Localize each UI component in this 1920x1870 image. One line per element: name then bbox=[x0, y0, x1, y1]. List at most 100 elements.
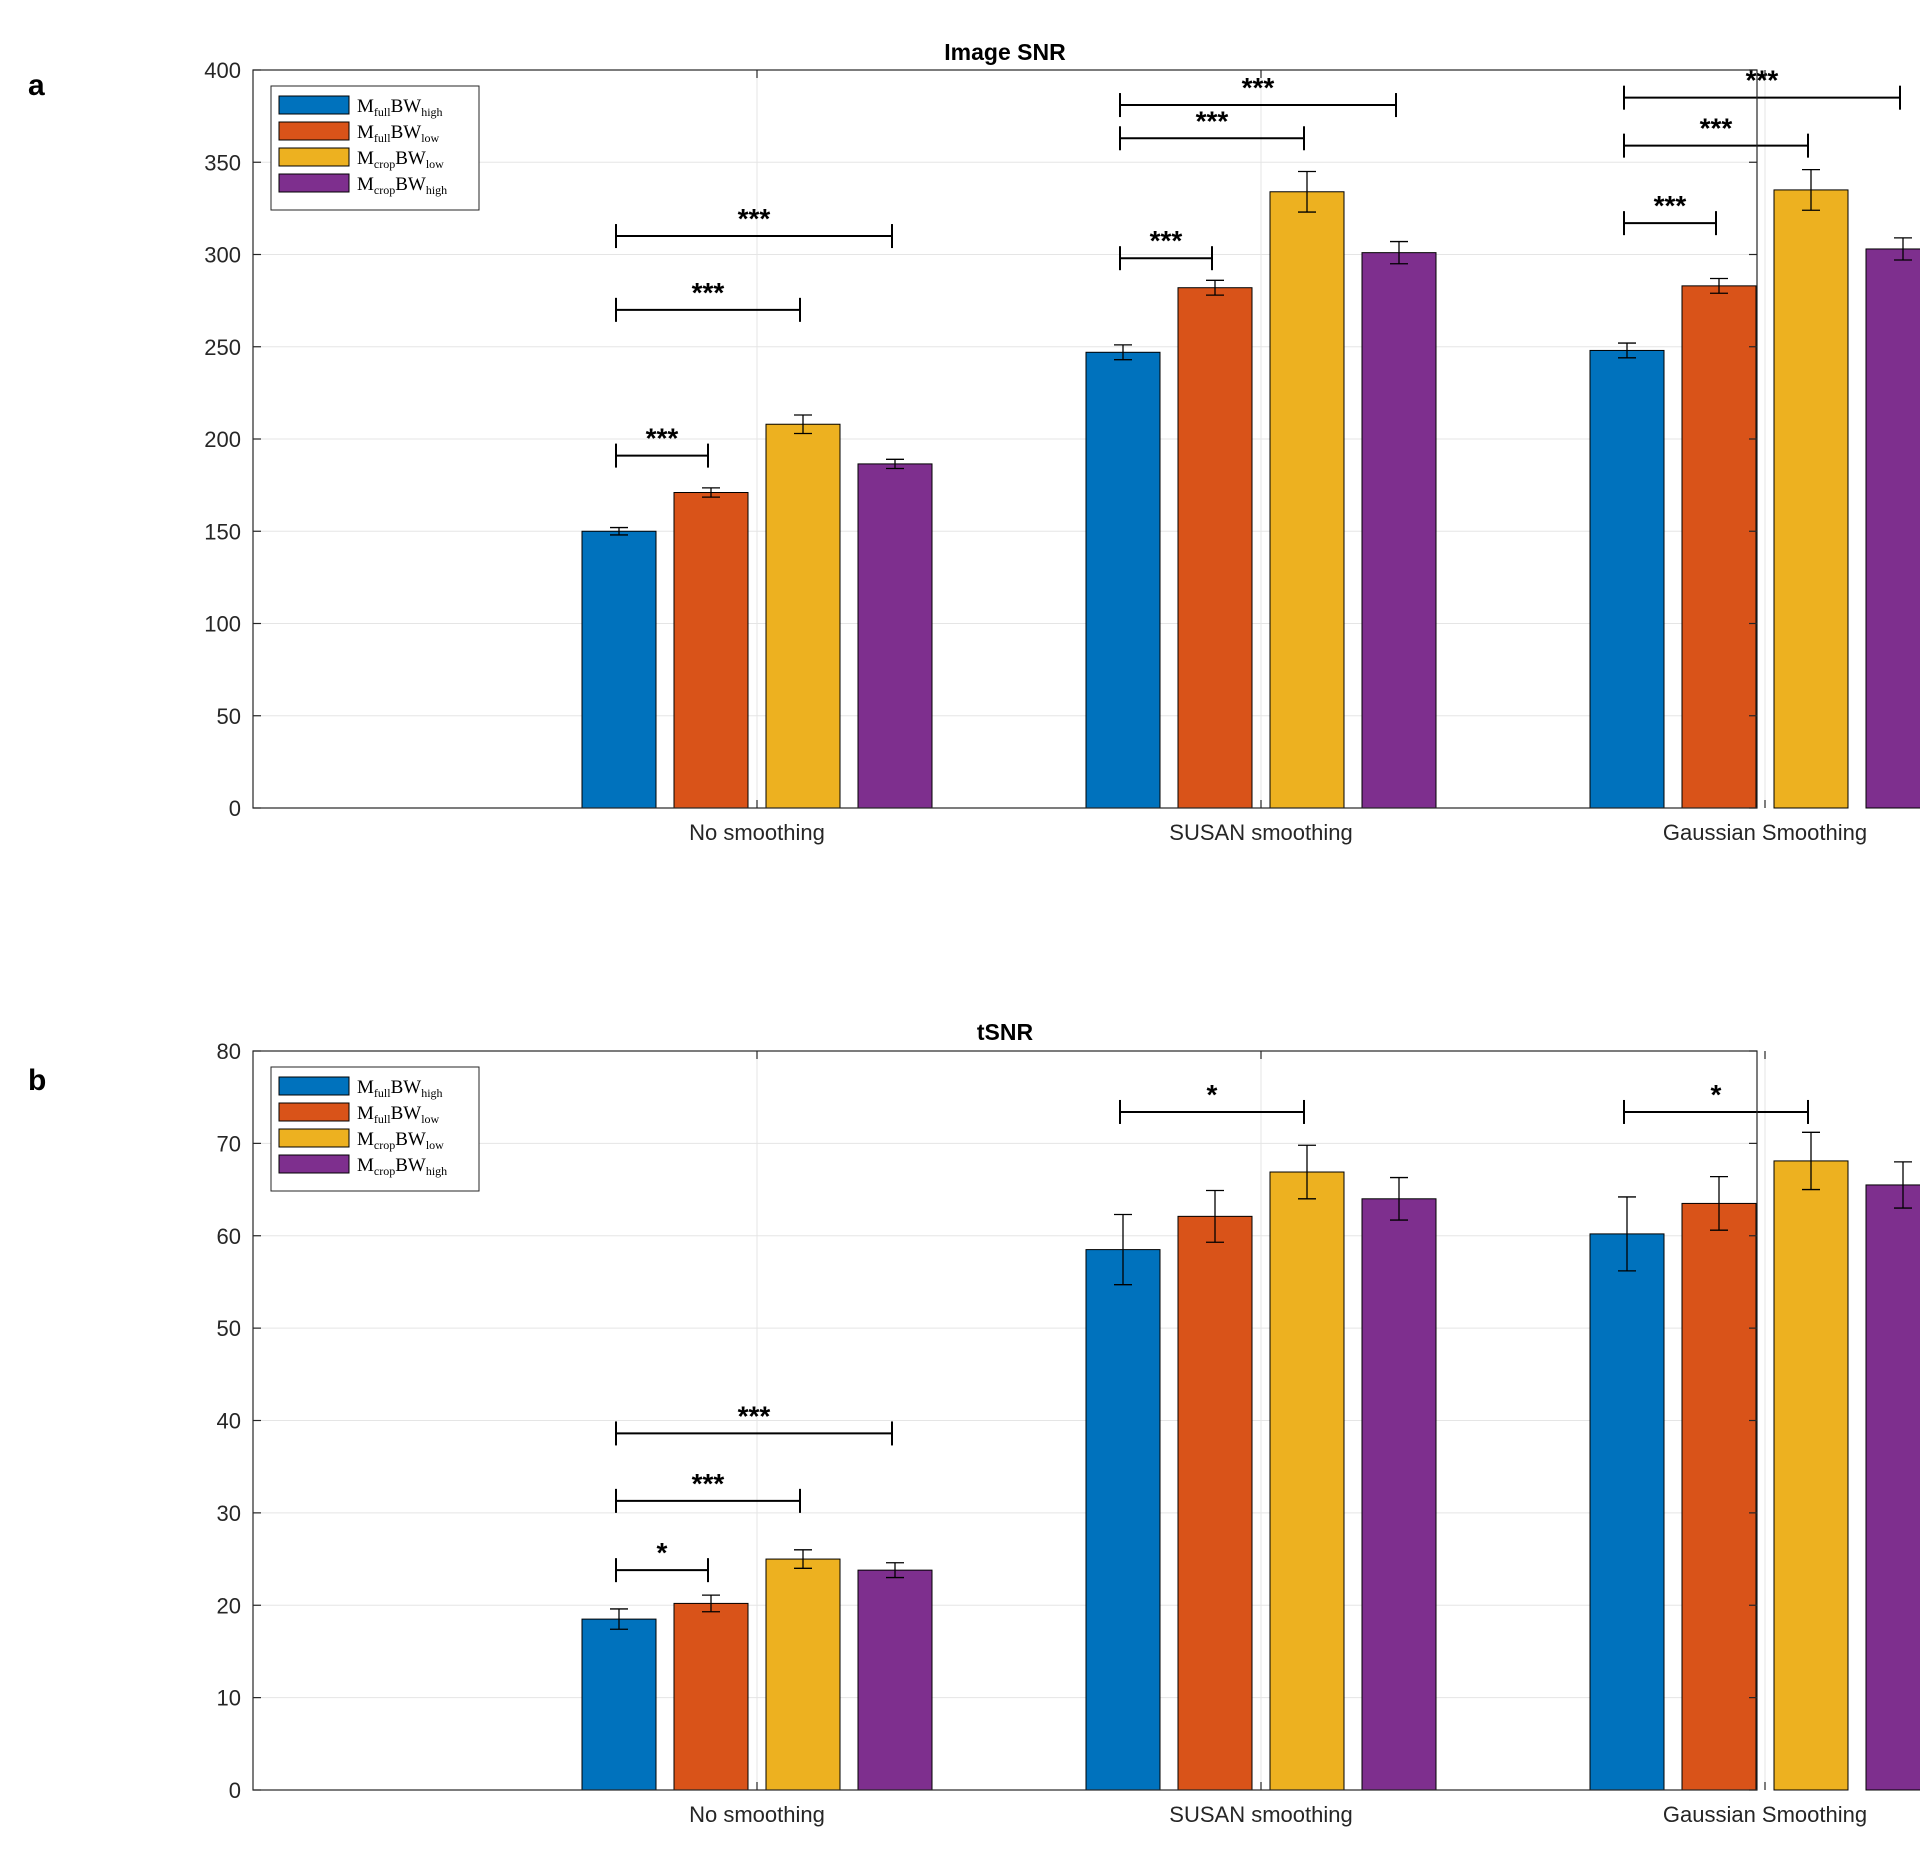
chart-title: tSNR bbox=[977, 1019, 1034, 1045]
error-bar bbox=[1618, 1196, 1636, 1272]
significance-bracket: *** bbox=[1623, 65, 1901, 110]
significance-bracket: *** bbox=[615, 1400, 893, 1446]
significance-brackets: *** *** *** *** *** *** *** *** *** bbox=[615, 65, 1901, 468]
legend-item: MfullBWlow bbox=[278, 1102, 440, 1126]
y-tick-label: 30 bbox=[217, 1501, 241, 1526]
x-tick-label: No smoothing bbox=[689, 820, 825, 845]
bar bbox=[1361, 252, 1437, 809]
y-tick-label: 60 bbox=[217, 1224, 241, 1249]
error-bar bbox=[1298, 1144, 1316, 1200]
error-bars bbox=[610, 1131, 1912, 1630]
significance-bracket: *** bbox=[615, 423, 709, 468]
y-tick-label: 200 bbox=[204, 427, 241, 452]
significance-label: *** bbox=[692, 1468, 725, 1499]
significance-bracket: * bbox=[1119, 1079, 1305, 1124]
y-tick-label: 70 bbox=[217, 1131, 241, 1156]
bar bbox=[1361, 1198, 1437, 1791]
bars bbox=[581, 189, 1920, 809]
error-bar bbox=[610, 1608, 628, 1630]
significance-label: *** bbox=[1196, 105, 1229, 136]
legend-label: MfullBWhigh bbox=[357, 1077, 443, 1100]
legend-swatch bbox=[278, 147, 350, 167]
y-tick-label: 50 bbox=[217, 1316, 241, 1341]
bar bbox=[1681, 285, 1757, 809]
error-bar bbox=[1802, 168, 1820, 211]
significance-bracket: *** bbox=[615, 1468, 801, 1513]
legend-label: McropBWlow bbox=[357, 1129, 444, 1152]
bar bbox=[1085, 1249, 1161, 1791]
significance-label: *** bbox=[738, 203, 771, 234]
legend-swatch bbox=[278, 173, 350, 193]
error-bar bbox=[1802, 1131, 1820, 1191]
legend-swatch bbox=[278, 1102, 350, 1122]
y-tick-label: 300 bbox=[204, 243, 241, 268]
y-tick-label: 0 bbox=[229, 1778, 241, 1803]
error-bar bbox=[886, 1562, 904, 1579]
error-bar bbox=[1390, 1176, 1408, 1221]
bar bbox=[1269, 1171, 1345, 1791]
significance-bracket: * bbox=[615, 1537, 709, 1583]
y-tick-label: 80 bbox=[217, 1039, 241, 1064]
significance-bracket: * bbox=[1623, 1079, 1809, 1124]
x-tick-label: Gaussian Smoothing bbox=[1663, 1802, 1867, 1827]
significance-bracket: *** bbox=[1623, 113, 1809, 158]
bar bbox=[1865, 248, 1920, 809]
significance-label: * bbox=[657, 1537, 668, 1568]
bar bbox=[1681, 1202, 1757, 1791]
legend-item: McropBWhigh bbox=[278, 173, 447, 197]
error-bar bbox=[794, 1549, 812, 1569]
significance-bracket: *** bbox=[1119, 105, 1305, 151]
bar bbox=[1589, 1233, 1665, 1791]
error-bar bbox=[702, 1594, 720, 1613]
legend-swatch bbox=[278, 121, 350, 141]
significance-label: *** bbox=[692, 277, 725, 308]
legend-item: McropBWlow bbox=[278, 1128, 444, 1152]
bar bbox=[857, 1569, 933, 1791]
bar bbox=[1177, 1215, 1253, 1791]
legend-swatch bbox=[278, 1076, 350, 1096]
legend-item: McropBWlow bbox=[278, 147, 444, 171]
error-bar bbox=[1710, 277, 1728, 294]
panel-label: b bbox=[28, 1064, 46, 1097]
grid-lines bbox=[253, 1050, 1766, 1791]
panel-label: a bbox=[28, 69, 45, 102]
significance-label: *** bbox=[1242, 72, 1275, 103]
x-tick-label: SUSAN smoothing bbox=[1169, 1802, 1352, 1827]
error-bar bbox=[1206, 279, 1224, 296]
y-axis: 0 10 20 30 40 50 60 70 80 bbox=[217, 1039, 1757, 1803]
bar bbox=[1773, 1160, 1849, 1791]
legend: MfullBWhigh MfullBWlow McropBWlow McropBWhi… bbox=[270, 85, 480, 211]
error-bar bbox=[886, 458, 904, 470]
bar bbox=[581, 1618, 657, 1791]
y-tick-label: 0 bbox=[229, 796, 241, 821]
x-tick-label: Gaussian Smoothing bbox=[1663, 820, 1867, 845]
y-axis: 0 50 100 150 200 250 300 350 400 bbox=[204, 58, 1757, 821]
y-tick-label: 40 bbox=[217, 1409, 241, 1434]
grid-lines bbox=[253, 69, 1766, 809]
bar bbox=[765, 1558, 841, 1791]
bar bbox=[673, 492, 749, 809]
error-bar bbox=[1298, 170, 1316, 213]
legend-label: MfullBWlow bbox=[357, 122, 440, 145]
legend-label: McropBWhigh bbox=[357, 1155, 447, 1178]
significance-label: *** bbox=[1700, 113, 1733, 144]
legend-swatch bbox=[278, 1154, 350, 1174]
bar bbox=[1589, 349, 1665, 809]
legend-swatch bbox=[278, 1128, 350, 1148]
error-bar bbox=[1114, 1213, 1132, 1286]
bar bbox=[1269, 191, 1345, 809]
significance-label: *** bbox=[738, 1400, 771, 1431]
legend-label: McropBWlow bbox=[357, 148, 444, 171]
chart-title: Image SNR bbox=[944, 39, 1066, 65]
significance-bracket: *** bbox=[1119, 225, 1213, 271]
y-tick-label: 350 bbox=[204, 150, 241, 175]
error-bar bbox=[610, 526, 628, 536]
x-axis: No smoothing SUSAN smoothing Gaussian Smoo… bbox=[689, 1051, 1867, 1827]
significance-label: *** bbox=[1150, 225, 1183, 256]
bars bbox=[581, 1160, 1920, 1791]
bar bbox=[1865, 1184, 1920, 1791]
bar bbox=[581, 530, 657, 809]
bar bbox=[1177, 287, 1253, 809]
